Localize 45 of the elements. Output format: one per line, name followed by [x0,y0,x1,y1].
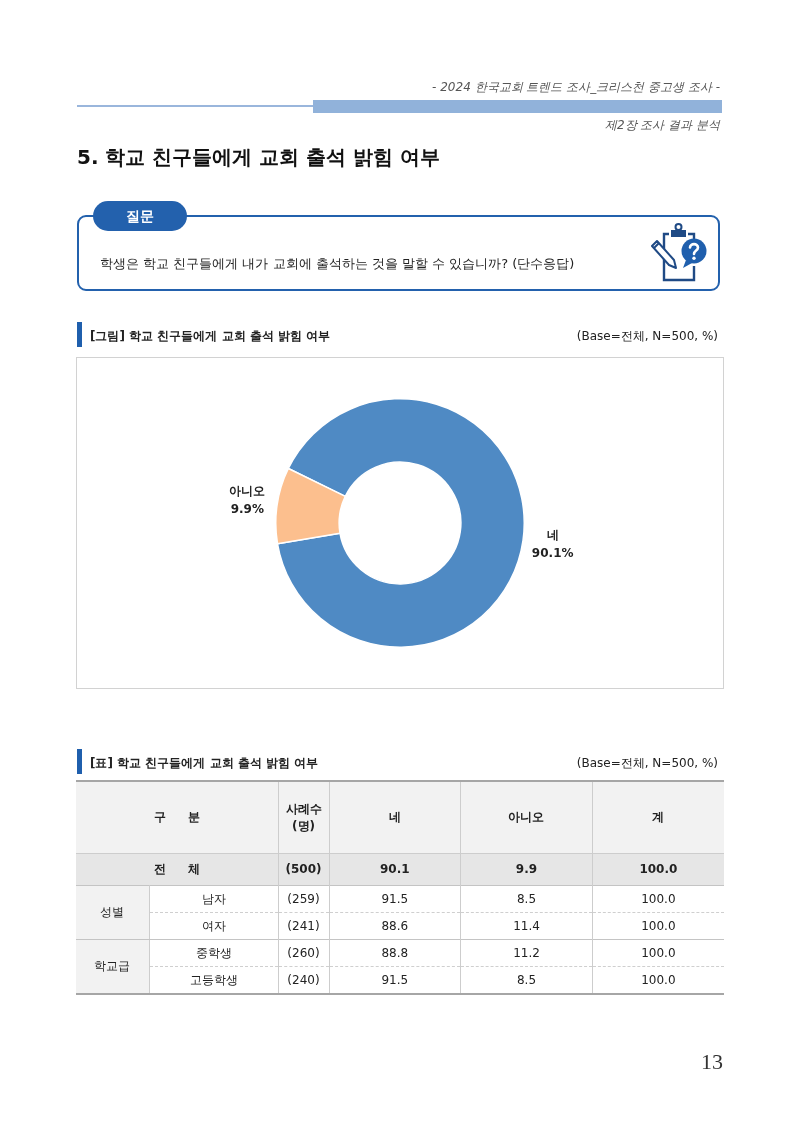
text: 91.5 [381,972,409,987]
chart-title: [그림] 학교 친구들에게 교회 출석 밝힘 여부 [90,328,331,345]
text: - 2024 한국교회 트렌드 조사_크리스천 중고생 조사 - [432,79,720,96]
text: (500) [285,862,322,877]
category-label: 네 [329,781,461,854]
category-label: 전 체 [153,862,200,877]
text: [표] 학교 친구들에게 교회 출석 밝힘 여부 [90,755,319,772]
text: (Base=전체, N=500, %) [576,755,718,772]
text: 8.5 [516,972,537,987]
slice-label: 아니오 [229,484,266,499]
text: (259) [287,891,320,906]
text: (Base=전체, N=500, %) [576,328,718,345]
text: 88.8 [381,945,409,960]
text: 100.0 [641,972,676,987]
text: 9.9 [515,862,538,877]
category-label: 학교급 [94,959,131,974]
text: 11.2 [513,945,540,960]
text: 91.5 [381,891,409,906]
text: 90.1 [380,862,410,877]
text: 학생은 학교 친구들에게 내가 교회에 출석하는 것을 말할 수 있습니까? (단수응답) [100,255,575,273]
text: 100.0 [639,862,678,877]
text: (241) [287,918,320,933]
category-label: 남자 [201,891,226,906]
question-tab: 질문 [93,201,187,231]
text: 5. 학교 친구들에게 교회 출석 밝힘 여부 [77,144,441,171]
text: 구 분 [76,781,278,854]
category-label: 사례수 (명) [278,781,329,854]
category-label: 고등학생 [189,972,238,987]
category-label: 중학생 [195,945,232,960]
text: 100.0 [641,891,676,906]
text: 8.5 [516,891,537,906]
text: 100.0 [641,918,676,933]
text: 88.6 [381,918,409,933]
text: 11.4 [513,918,540,933]
slice-label: 네 [546,528,559,543]
text: 100.0 [641,945,676,960]
category-label: 아니오 [460,781,593,854]
text: (240) [287,972,320,987]
text: 제2장 조사 결과 분석 [604,117,720,134]
data-label: 9.9% [230,502,264,517]
text: (260) [287,945,320,960]
text: 13 [701,1049,723,1075]
category-label: 여자 [201,918,226,933]
category-label: 성별 [100,905,125,920]
data-label: 90.1% [531,546,574,561]
